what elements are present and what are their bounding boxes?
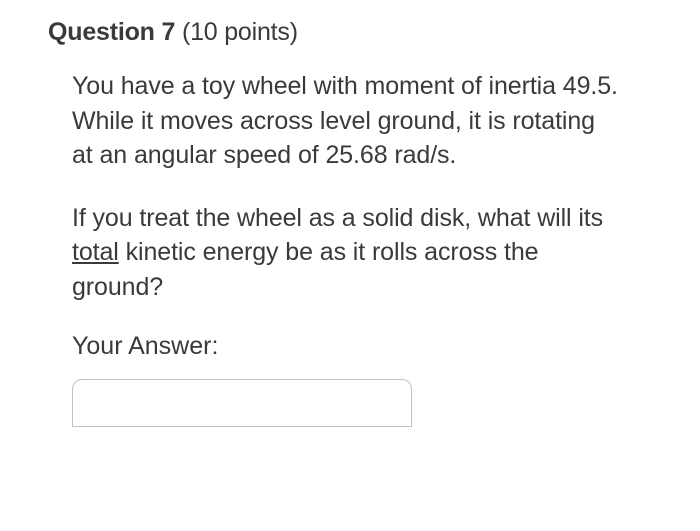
- answer-input[interactable]: [72, 379, 412, 427]
- answer-label: Your Answer:: [72, 332, 622, 361]
- question-body: You have a toy wheel with moment of iner…: [48, 69, 652, 427]
- question-paragraph-1: You have a toy wheel with moment of iner…: [72, 69, 622, 173]
- question-paragraph-2: If you treat the wheel as a solid disk, …: [72, 201, 622, 305]
- paragraph-text: If you treat the wheel as a solid disk, …: [72, 204, 603, 232]
- underlined-word: total: [72, 238, 119, 266]
- question-points: (10 points): [182, 18, 298, 46]
- question-number: Question 7: [48, 18, 175, 46]
- question-header: Question 7 (10 points): [48, 18, 652, 47]
- paragraph-text: kinetic energy be as it rolls across the…: [72, 238, 538, 301]
